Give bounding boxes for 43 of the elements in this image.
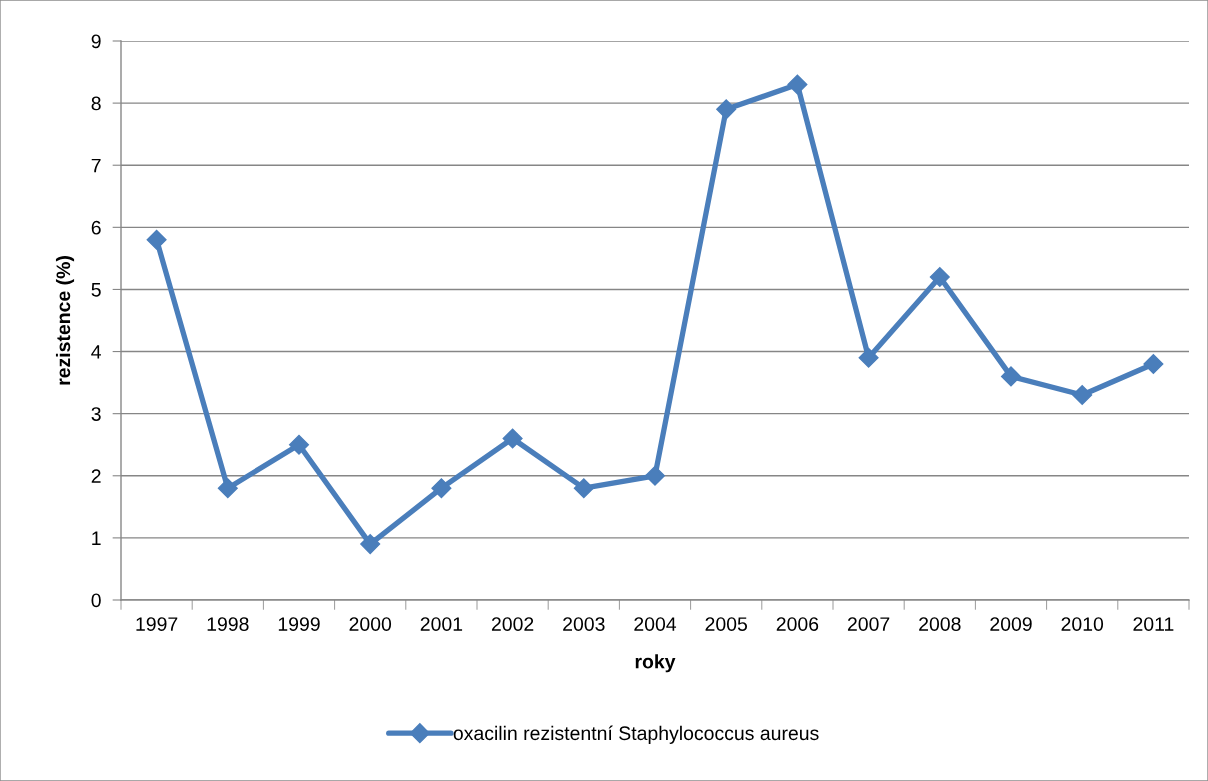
y-tick-label: 2 [91, 469, 101, 483]
x-tick-label: 2005 [705, 617, 748, 631]
point [787, 74, 808, 95]
point [360, 534, 381, 555]
point [858, 347, 879, 368]
x-tick-label: 2011 [1133, 617, 1174, 631]
point [573, 478, 594, 499]
point [288, 434, 310, 455]
point [716, 99, 737, 120]
y-tick-label: 3 [91, 407, 101, 421]
point [217, 478, 238, 499]
y-tick-label: 9 [91, 34, 101, 49]
point [1143, 353, 1164, 375]
point [1000, 366, 1022, 387]
x-tick-label: 2001 [420, 617, 463, 631]
x-tick-label: 2009 [990, 617, 1032, 631]
y-tick-label: 1 [92, 531, 101, 545]
y-tick-label: 4 [91, 345, 101, 359]
y-tick-label: 8 [91, 96, 101, 111]
x-tick-label: 2008 [919, 617, 961, 631]
point [146, 229, 167, 250]
y-tick-label: 6 [91, 220, 101, 235]
x-axis-title: roky [635, 654, 676, 673]
x-tick-label: 2007 [847, 617, 890, 631]
x-tick-label: 1997 [136, 617, 178, 631]
y-axis-title: rezistence (%) [55, 256, 75, 385]
point [502, 428, 523, 449]
y-tick-label: 5 [91, 283, 101, 297]
legend-label: oxacilin rezistentní Staphylococcus aureus [453, 725, 819, 744]
point [1072, 385, 1093, 406]
x-tick-label: 2000 [349, 617, 392, 631]
x-tick-label: 2004 [634, 617, 677, 631]
x-tick-label: 2010 [1061, 617, 1104, 631]
x-tick-label: 2006 [776, 617, 819, 631]
x-tick-label: 1998 [207, 617, 249, 631]
y-tick-label: 7 [91, 158, 101, 173]
point [644, 465, 666, 486]
x-tick-label: 1999 [278, 617, 320, 631]
x-tick-label: 2003 [563, 617, 605, 631]
point [431, 478, 452, 499]
point [929, 266, 950, 288]
x-tick-label: 2002 [491, 617, 534, 631]
y-tick-label: 0 [91, 593, 101, 608]
